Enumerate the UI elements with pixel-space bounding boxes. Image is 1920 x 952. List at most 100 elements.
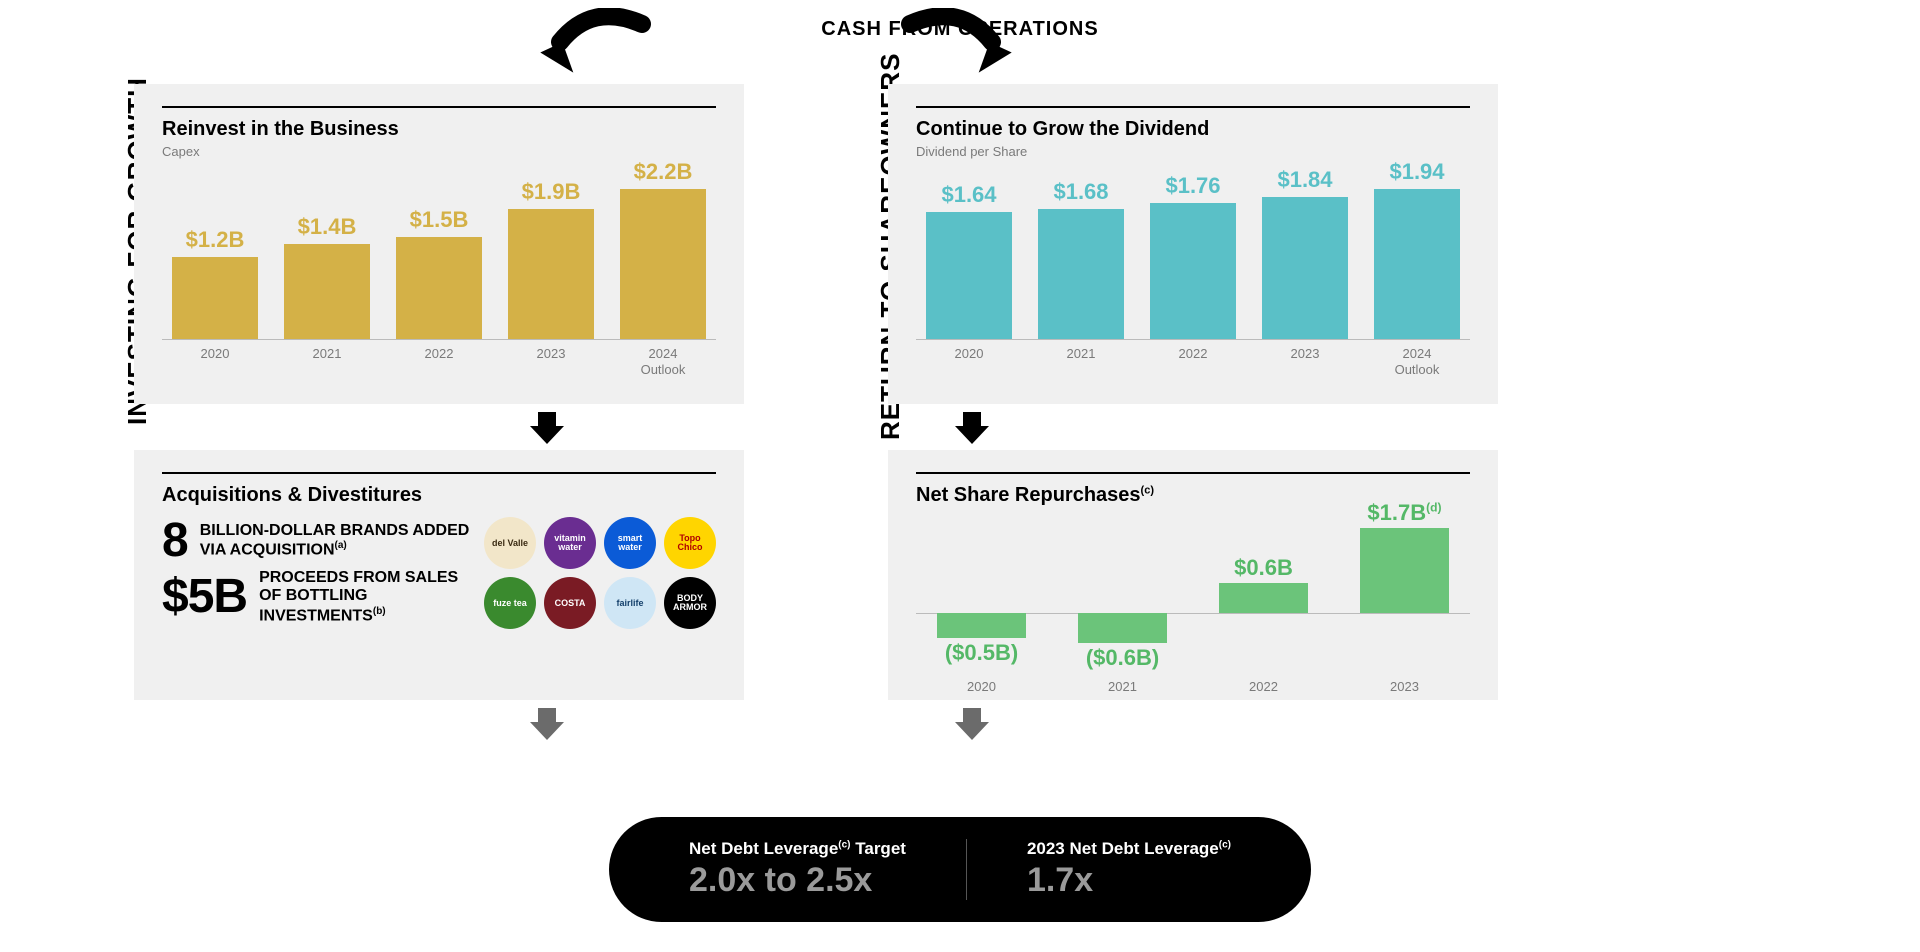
bar [620, 189, 706, 339]
bar-column: $1.94 [1370, 159, 1464, 339]
panel-subtitle: Dividend per Share [916, 144, 1470, 159]
flow-arrow-left [532, 8, 652, 82]
bar-column: $1.2B [168, 227, 262, 339]
x-axis-label: 2024Outlook [616, 346, 710, 377]
bar [396, 237, 482, 339]
x-axis-label: 2021 [1067, 679, 1178, 694]
bar-column: $2.2B [616, 159, 710, 339]
bar-value-label: $1.64 [941, 182, 996, 208]
x-axis-label: 2023 [1349, 679, 1460, 694]
bar [1150, 203, 1236, 339]
bar-column: $1.4B [280, 214, 374, 339]
bar-value-label: ($0.5B) [926, 640, 1037, 666]
bar-value-label: $1.2B [186, 227, 245, 253]
bar-value-label: $1.9B [522, 179, 581, 205]
capex-bar-chart: $1.2B$1.4B$1.5B$1.9B$2.2B [162, 165, 716, 340]
panel-rule [916, 106, 1470, 108]
bar-column: $1.5B [392, 207, 486, 339]
x-axis-label: 2023 [504, 346, 598, 377]
x-axis-label: 2020 [926, 679, 1037, 694]
x-axis-label: 2020 [922, 346, 1016, 377]
bar-column: $1.7B(d) [1349, 515, 1460, 675]
acq-stat-number: 8 [162, 517, 188, 565]
divider [966, 839, 967, 900]
bar-column: ($0.6B) [1067, 515, 1178, 675]
repurchase-x-axis: 2020 2021 2022 2023 [916, 675, 1470, 694]
x-axis-label: 2022 [1146, 346, 1240, 377]
bar-value-label: $2.2B [634, 159, 693, 185]
bar [1038, 209, 1124, 339]
bar-value-label: $1.76 [1165, 173, 1220, 199]
brand-logo: Topo Chico [664, 517, 716, 569]
bar-column: ($0.5B) [926, 515, 1037, 675]
acq-stat-number: $5B [162, 573, 247, 621]
footer-metric-value: 2.0x to 2.5x [689, 861, 906, 900]
brand-logo: COSTA [544, 577, 596, 629]
brand-logo: vitamin water [544, 517, 596, 569]
panel-repurchases: Net Share Repurchases(c) ($0.5B)($0.6B)$… [888, 450, 1498, 700]
arrow-down-icon [530, 706, 564, 740]
bar-column: $1.68 [1034, 179, 1128, 339]
bar [1078, 613, 1167, 643]
arrow-down-icon [955, 706, 989, 740]
panel-rule [916, 472, 1470, 474]
bar-column: $1.9B [504, 179, 598, 339]
footer-metric-title: 2023 Net Debt Leverage(c) [1027, 839, 1231, 859]
bar [284, 244, 370, 339]
dividend-x-axis: 2020 2021 2022 2023 2024Outlook [916, 340, 1470, 377]
brand-logo: BODY ARMOR [664, 577, 716, 629]
x-axis-label: 2021 [280, 346, 374, 377]
acq-stat-text: PROCEEDS FROM SALES OF BOTTLING INVESTME… [259, 569, 470, 626]
brand-logo: del Valle [484, 517, 536, 569]
capex-x-axis: 2020 2021 2022 2023 2024Outlook [162, 340, 716, 377]
footer-pill: Net Debt Leverage(c) Target 2.0x to 2.5x… [609, 817, 1311, 922]
arrow-down-icon [530, 410, 564, 444]
bar-value-label: $1.84 [1277, 167, 1332, 193]
repurchase-chart: ($0.5B) ($0.6B) $0.6B $1.7B(d) [916, 515, 1470, 675]
panel-subtitle: Capex [162, 144, 716, 159]
bar-value-label: $0.6B [1208, 555, 1319, 581]
panel-rule [162, 472, 716, 474]
x-axis-label: 2023 [1258, 346, 1352, 377]
x-axis-label: 2022 [1208, 679, 1319, 694]
brand-logo: fuze tea [484, 577, 536, 629]
footer-metric-value: 1.7x [1027, 861, 1231, 900]
bar [937, 613, 1026, 638]
dividend-bar-chart: $1.64$1.68$1.76$1.84$1.94 [916, 165, 1470, 340]
x-axis-label: 2024Outlook [1370, 346, 1464, 377]
bar-column: $1.76 [1146, 173, 1240, 339]
x-axis-label: 2022 [392, 346, 486, 377]
x-axis-label: 2020 [168, 346, 262, 377]
bar-column: $0.6B [1208, 515, 1319, 675]
bar-value-label: $1.68 [1053, 179, 1108, 205]
panel-title: Acquisitions & Divestitures [162, 484, 716, 507]
bar [508, 209, 594, 339]
panel-acquisitions: Acquisitions & Divestitures 8 BILLION-DO… [134, 450, 744, 700]
bar-value-label: $1.5B [410, 207, 469, 233]
bar-column: $1.84 [1258, 167, 1352, 339]
bar-value-label: $1.4B [298, 214, 357, 240]
brand-logo: fairlife [604, 577, 656, 629]
bar [172, 257, 258, 339]
panel-dividend: Continue to Grow the Dividend Dividend p… [888, 84, 1498, 404]
bar [1374, 189, 1460, 339]
bar-column: $1.64 [922, 182, 1016, 339]
bar-value-label: $1.7B(d) [1349, 500, 1460, 526]
panel-title: Continue to Grow the Dividend [916, 118, 1470, 141]
bar-value-label: $1.94 [1389, 159, 1444, 185]
arrow-down-icon [955, 410, 989, 444]
panel-title: Reinvest in the Business [162, 118, 716, 141]
flow-arrow-right [900, 8, 1020, 82]
bar-value-label: ($0.6B) [1067, 645, 1178, 671]
bar [1219, 583, 1308, 613]
bar [1360, 528, 1449, 613]
x-axis-label: 2021 [1034, 346, 1128, 377]
acq-stat-text: BILLION-DOLLAR BRANDS ADDED VIA ACQUISIT… [200, 522, 470, 560]
brand-logo-grid: del Vallevitamin watersmart waterTopo Ch… [484, 517, 716, 629]
bar [926, 212, 1012, 339]
footer-metric-title: Net Debt Leverage(c) Target [689, 839, 906, 859]
bar [1262, 197, 1348, 339]
panel-rule [162, 106, 716, 108]
panel-capex: Reinvest in the Business Capex $1.2B $1.4… [134, 84, 744, 404]
brand-logo: smart water [604, 517, 656, 569]
